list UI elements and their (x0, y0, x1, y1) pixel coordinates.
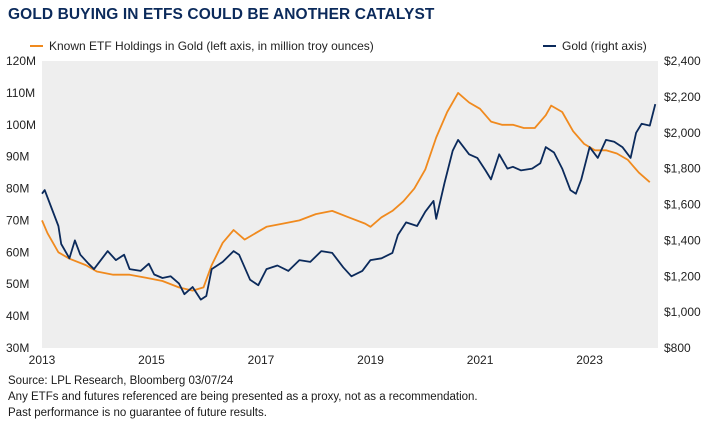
right-tick-label: $2,000 (664, 126, 701, 140)
etf-holdings-line (41, 92, 651, 292)
chart-svg: Known ETF Holdings in Gold (left axis, i… (6, 39, 701, 367)
x-tick-label: 2015 (138, 353, 165, 367)
series-lines (41, 92, 657, 301)
right-tick-label: $1,400 (664, 233, 701, 247)
gold-price-line (41, 103, 657, 301)
left-tick-label: 60M (6, 245, 29, 259)
plot-area (42, 61, 658, 348)
right-tick-label: $800 (664, 341, 691, 355)
legend-label-gold: Gold (right axis) (562, 39, 647, 53)
x-tick-label: 2023 (576, 353, 603, 367)
right-tick-label: $2,400 (664, 54, 701, 68)
right-tick-label: $1,600 (664, 198, 701, 212)
x-tick-label: 2021 (467, 353, 494, 367)
chart-title: GOLD BUYING IN ETFS COULD BE ANOTHER CAT… (8, 6, 435, 23)
x-tick-label: 2013 (29, 353, 56, 367)
disclaimer-performance: Past performance is no guarantee of futu… (8, 407, 267, 419)
left-tick-label: 70M (6, 213, 29, 227)
disclaimer-etf: Any ETFs and futures referenced are bein… (8, 391, 478, 403)
right-tick-label: $1,000 (664, 305, 701, 319)
left-tick-label: 30M (6, 341, 29, 355)
source-note: Source: LPL Research, Bloomberg 03/07/24 (8, 375, 234, 387)
x-tick-label: 2019 (357, 353, 384, 367)
legend: Known ETF Holdings in Gold (left axis, i… (30, 39, 647, 53)
axes: 30M 40M 50M 60M 70M 80M 90M 100M 110M 120M $800 $1,… (6, 54, 701, 367)
left-tick-label: 80M (6, 182, 29, 196)
left-tick-label: 120M (6, 54, 36, 68)
right-tick-label: $2,200 (664, 90, 701, 104)
x-tick-label: 2017 (248, 353, 275, 367)
right-tick-label: $1,200 (664, 269, 701, 283)
legend-label-etf: Known ETF Holdings in Gold (left axis, i… (49, 39, 374, 53)
left-tick-label: 40M (6, 309, 29, 323)
left-tick-label: 110M (6, 86, 35, 100)
left-tick-label: 90M (6, 150, 29, 164)
right-tick-label: $1,800 (664, 162, 701, 176)
left-tick-label: 50M (6, 277, 29, 291)
left-tick-label: 100M (6, 118, 36, 132)
